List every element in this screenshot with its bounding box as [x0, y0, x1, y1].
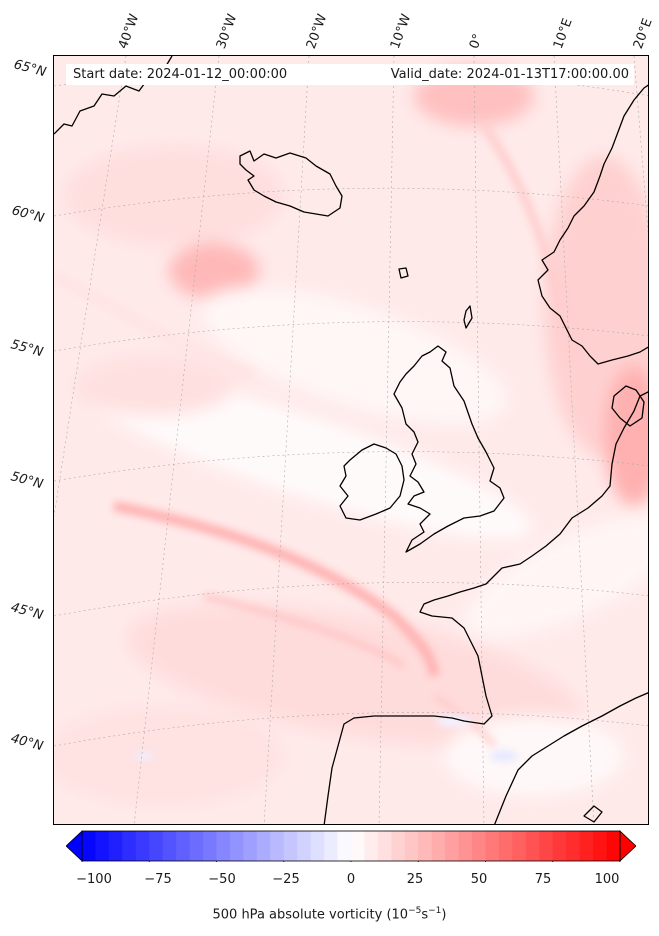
colorbar-segment	[377, 831, 392, 861]
colorbar-segment	[525, 831, 540, 861]
colorbar-segments	[82, 831, 621, 861]
colorbar-segment	[485, 831, 500, 861]
colorbar-tick-label: 50	[470, 872, 488, 887]
colorbar-segment	[539, 831, 554, 861]
great-britain-coast	[393, 345, 505, 553]
colorbar-segment	[229, 831, 244, 861]
lat-label-55n: 55°N	[9, 337, 45, 361]
colorbar-segment	[283, 831, 298, 861]
colorbar-segment	[472, 831, 486, 861]
africa-coast	[494, 692, 648, 824]
colorbar-segment	[418, 831, 433, 861]
colorbar-segment	[243, 831, 258, 861]
colorbar-segment	[203, 831, 217, 861]
vorticity-map	[54, 56, 648, 824]
denmark-coast	[611, 385, 645, 427]
colorbar-segment	[458, 831, 473, 861]
colorbar-segment	[149, 831, 164, 861]
colorbar-segment	[162, 831, 177, 861]
lat-label-65n: 65°N	[12, 57, 48, 81]
norway-coast	[537, 84, 648, 365]
colorbar-title-exponent-2: −1	[428, 906, 442, 916]
ireland-coast	[339, 443, 405, 521]
graticule	[54, 56, 648, 824]
colorbar-segment	[579, 831, 594, 861]
colorbar-segment	[364, 831, 379, 861]
colorbar-tick-label: 25	[406, 872, 424, 887]
colorbar-segment	[82, 831, 96, 861]
colorbar-segment	[324, 831, 338, 861]
lon-label-20e: 20°E	[630, 16, 656, 51]
colorbar-segment	[337, 831, 352, 861]
colorbar-title-prefix: 500 hPa absolute vorticity (10	[212, 907, 409, 923]
colorbar-title-suffix: )	[441, 907, 447, 923]
info-bar	[66, 64, 634, 85]
lon-label-10w: 10°W	[387, 12, 415, 51]
shetland-coast	[463, 305, 473, 329]
colorbar-segment	[122, 831, 137, 861]
lat-label-50n: 50°N	[9, 469, 45, 493]
colorbar-segment	[593, 831, 607, 861]
map-panel[interactable]	[53, 55, 649, 825]
colorbar-segment	[310, 831, 325, 861]
colorbar-title-unit: s	[421, 907, 429, 923]
colorbar-tick-label: −75	[144, 872, 172, 887]
iceland-coast	[239, 150, 343, 217]
colorbar-tick-label: −50	[208, 872, 236, 887]
colorbar-segment	[566, 831, 581, 861]
colorbar-segment	[351, 831, 365, 861]
colorbar-title-exponent-1: −5	[408, 906, 422, 916]
colorbar-extend-min	[66, 830, 83, 862]
lon-label-20w: 20°W	[303, 12, 331, 51]
colorbar-segment	[391, 831, 406, 861]
colorbar-segment	[189, 831, 204, 861]
colorbar-segment	[498, 831, 513, 861]
colorbar-tick-label: 100	[594, 872, 620, 887]
colorbar-segment	[108, 831, 123, 861]
colorbar-segment	[256, 831, 271, 861]
lon-label-10e: 10°E	[550, 16, 576, 51]
colorbar-segment	[297, 831, 312, 861]
lat-label-45n: 45°N	[9, 600, 45, 624]
lat-label-40n: 40°N	[9, 731, 45, 755]
colorbar-segment	[606, 831, 621, 861]
colorbar-segment	[552, 831, 567, 861]
colorbar-segment	[445, 831, 459, 861]
lat-label-60n: 60°N	[10, 203, 46, 227]
faroe-coast	[398, 267, 409, 279]
colorbar-title: 500 hPa absolute vorticity (10−5s−1)	[0, 906, 659, 922]
colorbar-segment	[216, 831, 231, 861]
colorbar-ticks	[81, 861, 621, 862]
italy-sardinia-coast	[583, 805, 603, 823]
coastlines	[54, 56, 648, 824]
colorbar-tick-label: 75	[534, 872, 552, 887]
colorbar-segment	[135, 831, 150, 861]
colorbar-segment	[512, 831, 527, 861]
vorticity-field	[54, 56, 648, 824]
colorbar-tick-label: −25	[272, 872, 300, 887]
valid-date-label: Valid_date: 2024-01-13T17:00:00.00	[390, 67, 629, 82]
lon-label-30w: 30°W	[213, 12, 241, 51]
lon-label-40w: 40°W	[115, 12, 143, 51]
colorbar-segment	[404, 831, 419, 861]
lon-label-0: 0°	[466, 31, 487, 51]
colorbar-segment	[270, 831, 285, 861]
colorbar-extend-max	[619, 830, 636, 862]
colorbar-tick-label: −100	[76, 872, 112, 887]
colorbar	[66, 830, 636, 862]
europe-coast	[323, 391, 648, 824]
colorbar-tick-label: 0	[346, 872, 356, 887]
start-date-label: Start date: 2024-01-12_00:00:00	[73, 67, 288, 82]
colorbar-segment	[431, 831, 446, 861]
colorbar-segment	[95, 831, 110, 861]
colorbar-segment	[176, 831, 190, 861]
